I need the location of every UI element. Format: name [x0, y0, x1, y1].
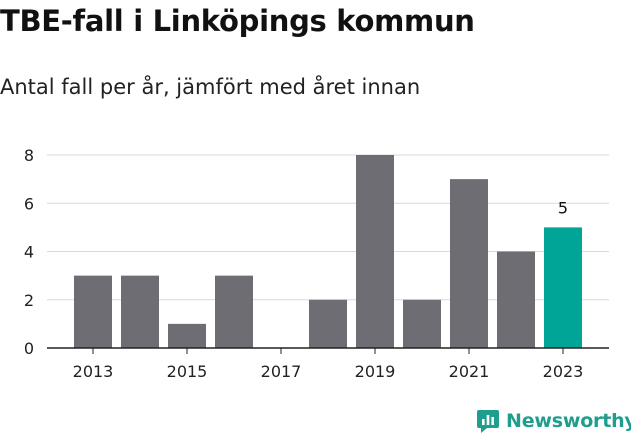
bar-2021	[450, 179, 488, 348]
data-label: 5	[558, 198, 568, 217]
x-tick-label: 2015	[167, 362, 208, 381]
newsworthy-logo-text: Newsworthy	[506, 410, 631, 432]
bar-2023	[544, 227, 582, 348]
x-tick-label: 2023	[543, 362, 584, 381]
x-tick-label: 2013	[73, 362, 114, 381]
bar-2022	[497, 251, 535, 348]
y-tick-label: 8	[24, 146, 34, 165]
y-tick-label: 6	[24, 194, 34, 213]
bar-2016	[215, 275, 253, 348]
bar-2019	[356, 155, 394, 348]
chart-subtitle: Antal fall per år, jämfört med året inna…	[0, 75, 421, 99]
y-tick-label: 4	[24, 243, 34, 262]
y-tick-label: 0	[24, 339, 34, 358]
x-tick-label: 2021	[449, 362, 490, 381]
chart-title: TBE-fall i Linköpings kommun	[0, 4, 475, 38]
x-tick-label: 2019	[355, 362, 396, 381]
bar-2018	[309, 299, 347, 348]
bar-2020	[403, 299, 441, 348]
bar-2015	[168, 323, 206, 348]
x-tick-label: 2017	[261, 362, 302, 381]
y-tick-label: 2	[24, 291, 34, 310]
newsworthy-logo-icon	[477, 410, 499, 433]
newsworthy-logo: Newsworthy	[476, 408, 631, 434]
bar-2014	[121, 275, 159, 348]
bar-2013	[74, 275, 112, 348]
